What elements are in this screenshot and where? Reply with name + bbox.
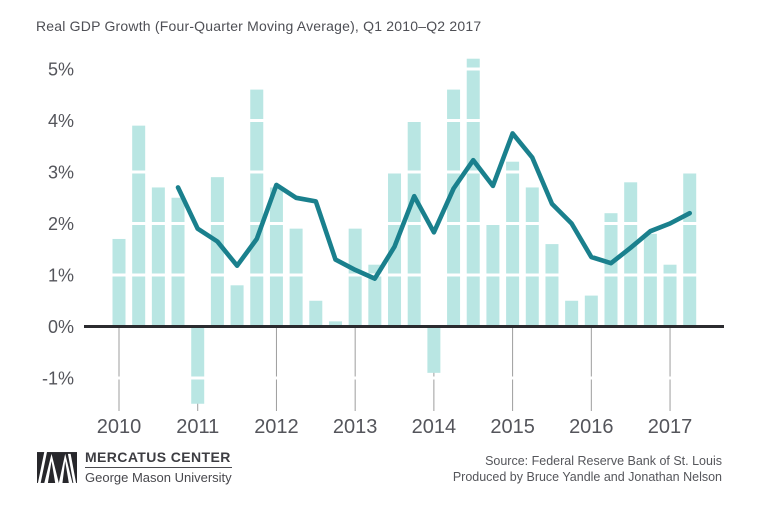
gdp-quarterly-bar	[171, 197, 185, 327]
y-axis-label: 2%	[48, 214, 74, 234]
gdp-quarterly-bar	[151, 187, 165, 327]
gdp-quarterly-bar	[309, 300, 323, 327]
gdp-quarterly-bar	[210, 177, 224, 327]
source-attribution: Source: Federal Reserve Bank of St. Loui…	[453, 454, 722, 485]
gdp-quarterly-bar	[565, 300, 579, 327]
mercatus-logo-icon	[37, 452, 77, 483]
y-axis-label: 4%	[48, 111, 74, 131]
gdp-quarterly-bar	[348, 228, 362, 327]
y-axis-label: 1%	[48, 266, 74, 286]
gdp-quarterly-bar	[584, 295, 598, 327]
x-axis-year-label: 2014	[412, 416, 457, 438]
gdp-quarterly-bar	[683, 172, 697, 327]
gdp-quarterly-bar	[643, 233, 657, 327]
gridline-gap	[90, 67, 720, 71]
x-axis-year-label: 2010	[97, 416, 142, 438]
logo-org-name: MERCATUS CENTER	[85, 449, 232, 468]
x-axis-year-label: 2013	[333, 416, 378, 438]
source-line: Source: Federal Reserve Bank of St. Loui…	[485, 454, 722, 468]
gridline-gap	[90, 376, 720, 380]
zero-axis-line	[84, 325, 724, 328]
gdp-quarterly-bar	[427, 326, 441, 373]
gridline-gap	[90, 273, 720, 277]
gdp-quarterly-bar	[289, 228, 303, 327]
y-axis-label: 0%	[48, 317, 74, 337]
y-axis-label: 3%	[48, 163, 74, 183]
gridline-gap	[90, 119, 720, 122]
gdp-quarterly-bar	[328, 321, 342, 327]
gdp-quarterly-bar	[506, 161, 520, 327]
gdp-quarterly-bar	[466, 58, 480, 327]
chart-title: Real GDP Growth (Four-Quarter Moving Ave…	[36, 18, 482, 34]
moving-average-line	[175, 131, 693, 281]
gdp-quarterly-bar	[112, 238, 126, 327]
logo-text-block: MERCATUS CENTER George Mason University	[85, 449, 232, 485]
x-axis-year-label: 2012	[254, 416, 299, 438]
gdp-quarterly-bar	[447, 89, 461, 327]
logo-university-name: George Mason University	[85, 470, 232, 485]
gdp-quarterly-bar	[624, 182, 638, 327]
y-axis-label: 5%	[48, 60, 74, 80]
gdp-quarterly-bar	[525, 187, 539, 327]
gdp-quarterly-bar	[604, 213, 618, 327]
gdp-quarterly-bar	[269, 187, 283, 327]
gdp-quarterly-bar	[663, 264, 677, 327]
x-axis-year-label: 2016	[569, 416, 614, 438]
gridline-gap	[90, 170, 720, 174]
gdp-quarterly-bar	[132, 125, 146, 327]
x-axis-year-label: 2015	[490, 416, 535, 438]
gdp-quarterly-bar	[368, 264, 382, 327]
gdp-quarterly-bar	[191, 326, 205, 404]
gdp-quarterly-bar	[250, 89, 264, 327]
x-axis-year-label: 2017	[648, 416, 693, 438]
gdp-quarterly-bar	[230, 285, 244, 327]
gdp-quarterly-bar	[545, 244, 559, 327]
y-axis-label: -1%	[42, 369, 74, 389]
produced-by-line: Produced by Bruce Yandle and Jonathan Ne…	[452, 469, 722, 484]
x-axis-year-label: 2011	[176, 416, 219, 438]
footer: MERCATUS CENTER George Mason University …	[0, 446, 768, 509]
